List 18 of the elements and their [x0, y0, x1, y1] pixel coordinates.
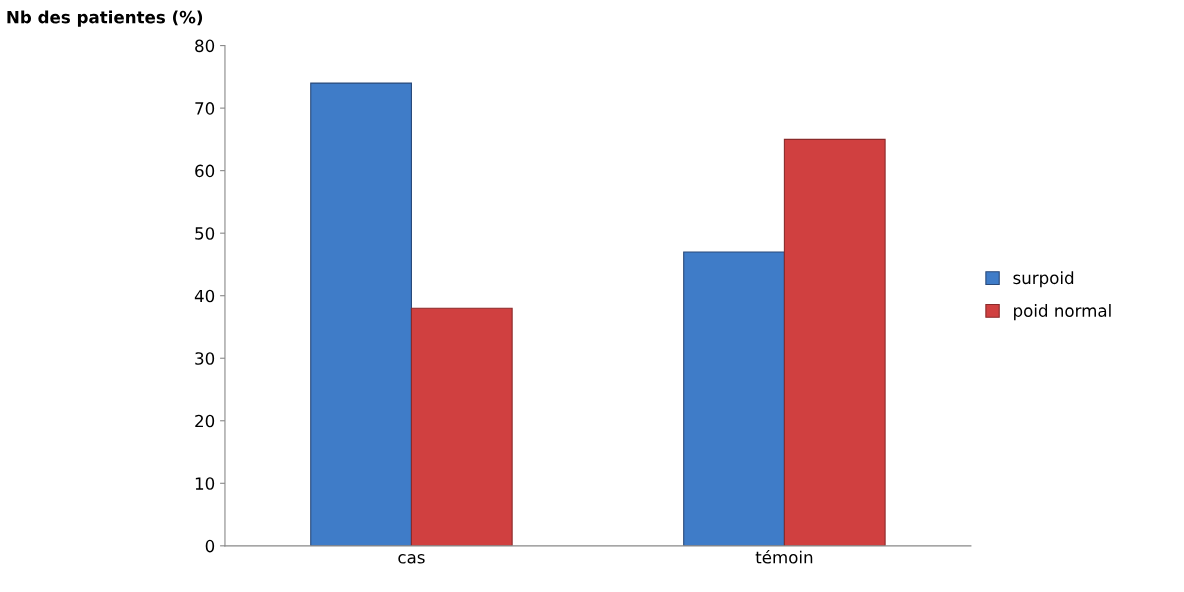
y-tick-label: 70 [195, 102, 215, 115]
x-tick-label: cas [398, 554, 425, 564]
y-tick-label: 50 [195, 227, 215, 240]
y-tick-label: 60 [195, 164, 215, 178]
y-tick-label: 80 [195, 39, 215, 53]
bar [310, 82, 412, 546]
legend-label: surpoid [1013, 271, 1074, 288]
y-axis-title: Nb des patientes (%) [7, 10, 203, 27]
bar [410, 307, 513, 546]
y-tick-label: 30 [195, 352, 215, 365]
x-tick-label: témoin [755, 550, 813, 564]
y-tick-label: 10 [195, 477, 215, 490]
bar [783, 138, 886, 546]
bar [683, 251, 785, 546]
legend-label: poid normal [1014, 304, 1111, 321]
y-tick-label: 40 [194, 289, 215, 303]
y-tick-label: 20 [195, 414, 215, 428]
y-tick-label: 0 [205, 539, 215, 553]
